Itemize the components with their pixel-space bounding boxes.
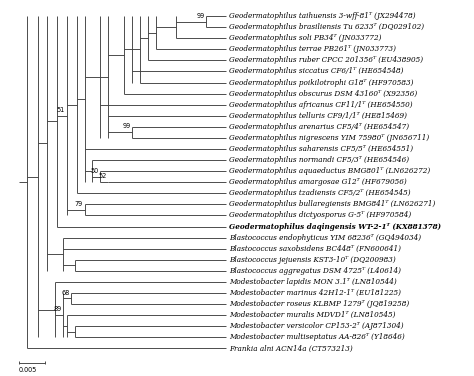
Text: 50: 50 [91, 168, 99, 174]
Text: 79: 79 [75, 201, 83, 207]
Text: Geodermatophilus ruber CPCC 201356ᵀ (EU438905): Geodermatophilus ruber CPCC 201356ᵀ (EU4… [229, 56, 423, 64]
Text: Modestobacter lapidis MON 3.1ᵀ (LN810544): Modestobacter lapidis MON 3.1ᵀ (LN810544… [229, 278, 397, 286]
Text: Blastococcus saxobsidens BC448ᵀ (FN600641): Blastococcus saxobsidens BC448ᵀ (FN60064… [229, 245, 401, 253]
Text: Geodermatophilus aquaeductus BMG801ᵀ (LN626272): Geodermatophilus aquaeductus BMG801ᵀ (LN… [229, 167, 430, 175]
Text: Geodermatophilus brasiliensis Tu 6233ᵀ (DQ029102): Geodermatophilus brasiliensis Tu 6233ᵀ (… [229, 23, 424, 31]
Text: Geodermatophilus amargosae G12ᵀ (HF679056): Geodermatophilus amargosae G12ᵀ (HF67905… [229, 178, 407, 186]
Text: 68: 68 [62, 290, 70, 296]
Text: Geodermatophilus daqingensis WT-2-1ᵀ (KX881378): Geodermatophilus daqingensis WT-2-1ᵀ (KX… [229, 223, 441, 230]
Text: Geodermatophilus tzadiensis CF5/2ᵀ (HE654545): Geodermatophilus tzadiensis CF5/2ᵀ (HE65… [229, 189, 411, 197]
Text: Frankia alni ACN14a (CT573213): Frankia alni ACN14a (CT573213) [229, 344, 353, 352]
Text: 51: 51 [57, 107, 65, 113]
Text: Geodermatophilus siccatus CF6/1ᵀ (HE654548): Geodermatophilus siccatus CF6/1ᵀ (HE6545… [229, 67, 404, 76]
Text: 0.005: 0.005 [19, 367, 37, 373]
Text: Modestobacter muralis MDVD1ᵀ (LN810545): Modestobacter muralis MDVD1ᵀ (LN810545) [229, 311, 396, 319]
Text: 99: 99 [196, 13, 204, 19]
Text: Geodermatophilus bullaregiensis BMG841ᵀ (LN626271): Geodermatophilus bullaregiensis BMG841ᵀ … [229, 200, 436, 208]
Text: Geodermatophilus africanus CF11/1ᵀ (HE654550): Geodermatophilus africanus CF11/1ᵀ (HE65… [229, 101, 413, 109]
Text: Geodermatophilus obscurus DSM 43160ᵀ (X92356): Geodermatophilus obscurus DSM 43160ᵀ (X9… [229, 89, 418, 98]
Text: Modestobacter multiseptatus AA-826ᵀ (Y18646): Modestobacter multiseptatus AA-826ᵀ (Y18… [229, 333, 405, 341]
Text: Geodermatophilus arenarius CF5/4ᵀ (HE654547): Geodermatophilus arenarius CF5/4ᵀ (HE654… [229, 123, 410, 131]
Text: Geodermatophilus saharensis CF5/5ᵀ (HE654551): Geodermatophilus saharensis CF5/5ᵀ (HE65… [229, 145, 413, 153]
Text: Geodermatophilus poikilotrophi G18ᵀ (HF970583): Geodermatophilus poikilotrophi G18ᵀ (HF9… [229, 79, 414, 86]
Text: Geodermatophilus nigrescens YIM 75980ᵀ (JN656711): Geodermatophilus nigrescens YIM 75980ᵀ (… [229, 134, 429, 142]
Text: Modestobacter roseus KLBMP 1279ᵀ (JQ819258): Modestobacter roseus KLBMP 1279ᵀ (JQ8192… [229, 300, 410, 308]
Text: Modestobacter versicolor CP153-2ᵀ (AJ871304): Modestobacter versicolor CP153-2ᵀ (AJ871… [229, 322, 404, 330]
Text: Geodermatophilus dictyosporus G-5ᵀ (HF970584): Geodermatophilus dictyosporus G-5ᵀ (HF97… [229, 211, 411, 220]
Text: Geodermatophilus normandi CF5/3ᵀ (HE654546): Geodermatophilus normandi CF5/3ᵀ (HE6545… [229, 156, 410, 164]
Text: 52: 52 [99, 173, 107, 179]
Text: Blastococcus endophyticus YIM 68236ᵀ (GQ494034): Blastococcus endophyticus YIM 68236ᵀ (GQ… [229, 233, 421, 242]
Text: 99: 99 [122, 123, 131, 129]
Text: Blastococcus aggregatus DSM 4725ᵀ (L40614): Blastococcus aggregatus DSM 4725ᵀ (L4061… [229, 267, 401, 275]
Text: Geodermatophilus terrae PB261ᵀ (JN033773): Geodermatophilus terrae PB261ᵀ (JN033773… [229, 45, 396, 53]
Text: 89: 89 [54, 306, 62, 312]
Text: Geodermatophilus taihuensis 3-wff-81ᵀ (JX294478): Geodermatophilus taihuensis 3-wff-81ᵀ (J… [229, 12, 416, 20]
Text: Blastococcus jejuensis KST3-10ᵀ (DQ200983): Blastococcus jejuensis KST3-10ᵀ (DQ20098… [229, 256, 396, 264]
Text: Geodermatophilus soli PB34ᵀ (JN033772): Geodermatophilus soli PB34ᵀ (JN033772) [229, 34, 382, 42]
Text: Geodermatophilus telluris CF9/1/1ᵀ (HE815469): Geodermatophilus telluris CF9/1/1ᵀ (HE81… [229, 112, 407, 120]
Text: Modestobacter marinus 42H12-1ᵀ (EU181225): Modestobacter marinus 42H12-1ᵀ (EU181225… [229, 289, 401, 297]
